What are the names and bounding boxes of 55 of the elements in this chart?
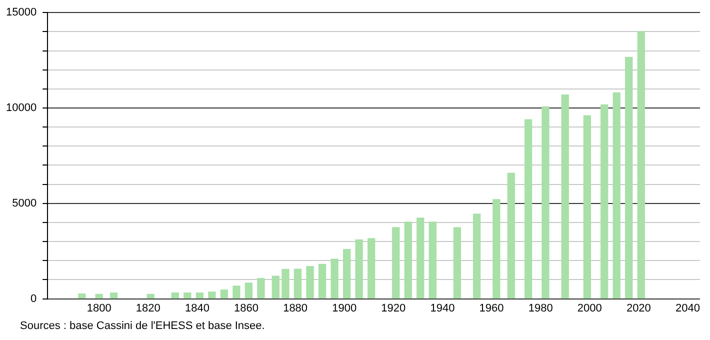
bar [492,199,500,299]
bar [272,276,280,299]
x-tick-label: 2040 [675,302,700,314]
bar [184,292,192,299]
bar [220,290,228,299]
bar [330,258,338,299]
bar [368,238,376,299]
bar [294,268,302,299]
bar [95,294,103,299]
bar [171,292,179,299]
y-tick-label: 15000 [6,6,37,19]
bar [257,278,265,299]
bar [392,227,400,299]
bar [208,292,216,299]
x-tick-label: 2020 [626,302,651,314]
bar [637,31,645,299]
bar [78,294,86,299]
bar [524,119,532,299]
bar [318,264,326,299]
bar [625,56,633,299]
y-tick-label: 0 [30,292,37,305]
x-tick-label: 1980 [528,302,553,314]
bar [507,172,515,299]
bar [196,292,204,299]
source-note: Sources : base Cassini de l'EHESS et base Insee. [20,320,265,332]
y-tick-label: 10000 [6,102,37,114]
bar [342,249,351,299]
bar [583,115,592,299]
x-tick-label: 1920 [381,302,406,314]
bar [600,104,608,299]
x-tick-label: 1940 [430,302,455,314]
x-tick-label: 1820 [136,302,160,314]
bar [110,292,118,299]
bar [244,282,253,299]
bar [542,106,550,299]
bar [561,94,569,299]
x-tick-label: 1900 [332,302,357,314]
bar [428,222,436,299]
bar [416,218,424,299]
bar [612,92,620,299]
y-tick-label: 5000 [12,197,37,210]
x-tick-label: 1860 [234,302,258,314]
x-tick-label: 2000 [577,302,602,314]
bar [472,214,481,299]
bar [146,294,154,299]
x-tick-label: 1840 [184,302,210,314]
x-tick-label: 1960 [479,302,504,314]
bar [404,222,412,299]
x-tick-label: 1800 [86,302,112,314]
bar [453,227,462,299]
x-tick-label: 1880 [283,302,308,314]
bar [282,268,290,299]
bar [355,239,363,299]
bar [232,286,240,299]
bar [306,266,314,299]
